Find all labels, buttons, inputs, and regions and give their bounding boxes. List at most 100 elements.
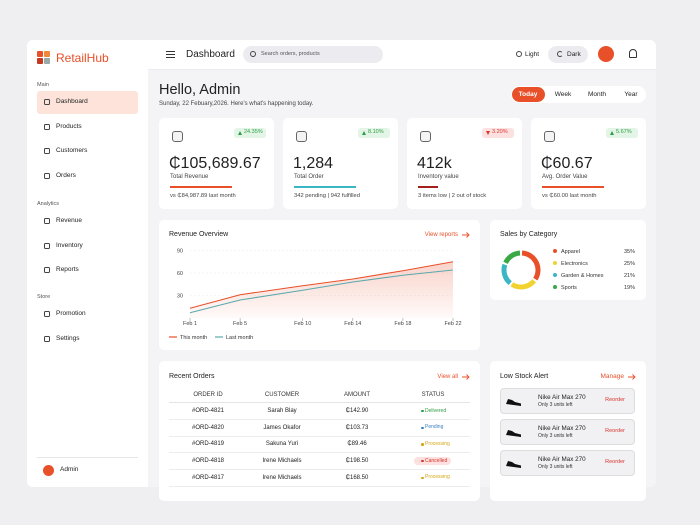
stock-item	[500, 450, 635, 476]
kpi-bar	[542, 186, 604, 188]
kpi-change-badge	[482, 128, 514, 138]
order-status: Processing	[425, 440, 450, 447]
nav-icon	[44, 123, 50, 130]
kpi-label: Total Order	[294, 173, 324, 180]
row-divider	[169, 485, 470, 487]
table-divider	[169, 402, 470, 403]
period-group	[511, 86, 646, 103]
chart-link[interactable]: View reports	[424, 231, 458, 238]
kpi-trend-arrow	[486, 130, 490, 135]
order-customer: Sakuna Yuri	[265, 441, 299, 448]
reorder-button[interactable]: Reorder	[605, 459, 625, 466]
nav-icon	[44, 242, 50, 249]
reorder-button[interactable]: Reorder	[605, 428, 625, 435]
nav-item[interactable]: Inventory	[56, 241, 83, 249]
logo-square	[44, 58, 50, 64]
nav-icon	[44, 99, 50, 105]
search-icon	[250, 51, 256, 57]
card-title: Recent Orders	[169, 373, 215, 381]
nav-item[interactable]: Promotion	[56, 310, 86, 318]
kpi-label: Inventory value	[418, 173, 459, 180]
period-option[interactable]: Week	[554, 90, 572, 98]
light-icon	[516, 51, 522, 57]
order-status: Pending	[425, 424, 444, 431]
search-placeholder: Search orders, products	[261, 50, 320, 57]
nav-section-title: Analytics	[37, 201, 60, 208]
period-option[interactable]: Year	[624, 90, 638, 98]
nav-item[interactable]: Settings	[56, 334, 80, 342]
order-status: Delivered	[425, 407, 447, 414]
period-option[interactable]: Today	[518, 90, 538, 98]
order-id: #ORD-4820	[191, 424, 225, 431]
logo-square	[37, 51, 43, 57]
row-divider	[169, 435, 470, 437]
kpi-note: 342 pending | 942 fulfilled	[294, 192, 360, 199]
nav-item[interactable]: Dashboard	[56, 98, 88, 106]
row-divider	[169, 469, 470, 471]
card-link[interactable]: View all	[437, 373, 458, 380]
kpi-change: 24.35%	[244, 129, 263, 136]
theme-dark[interactable]: Dark	[567, 50, 581, 58]
nav-icon	[44, 218, 50, 224]
kpi-bar	[294, 186, 356, 188]
brand-name: RetailHub	[56, 50, 109, 65]
order-id: #ORD-4819	[191, 441, 225, 448]
dark-icon	[557, 51, 563, 57]
kpi-note: 3 items low | 2 out of stock	[418, 192, 487, 199]
page-title: Dashboard	[186, 49, 235, 60]
order-status: Cancelled	[425, 457, 448, 464]
nav-item[interactable]: Reports	[56, 266, 79, 274]
nav-item[interactable]: Customers	[56, 147, 88, 155]
chart-title: Revenue Overview	[169, 231, 229, 239]
kpi-value: ₵105,689.67	[169, 154, 261, 172]
user-avatar	[43, 465, 54, 476]
kpi-trend-arrow	[610, 130, 614, 135]
order-id: #ORD-4818	[191, 457, 225, 464]
theme-light[interactable]: Light	[525, 50, 540, 58]
status-dot	[421, 409, 424, 413]
nav-active-bg	[37, 91, 138, 114]
card-title: Low Stock Alert	[500, 373, 549, 381]
stock-note: Only 3 units left	[538, 401, 573, 408]
table-header: CUSTOMER	[264, 391, 300, 398]
table-header: ORDER ID	[193, 391, 223, 398]
logo-square	[44, 51, 50, 57]
order-amount: ₵142.90	[345, 407, 369, 414]
nav-item[interactable]: Orders	[56, 171, 76, 179]
kpi-icon	[296, 131, 307, 142]
kpi-change-badge	[234, 128, 266, 138]
status-dot	[421, 476, 424, 480]
orders-card	[159, 361, 480, 501]
stock-name: Nike Air Max 270	[538, 393, 586, 401]
status-dot	[421, 443, 424, 446]
reorder-button[interactable]: Reorder	[605, 397, 625, 404]
nav-item[interactable]: Revenue	[56, 217, 83, 225]
nav-icon	[44, 148, 50, 154]
order-customer: Irene Michaels	[262, 474, 302, 481]
order-id: #ORD-4817	[191, 474, 225, 481]
kpi-value: ₵60.67	[541, 154, 593, 172]
stock-name: Nike Air Max 270	[538, 455, 586, 463]
stock-note: Only 3 units left	[538, 432, 573, 439]
kpi-value: 1,284	[293, 154, 334, 172]
order-amount: ₵89.46	[347, 441, 367, 448]
order-status: Processing	[425, 474, 450, 481]
bell-icon[interactable]	[629, 49, 637, 58]
kpi-change-badge	[606, 128, 638, 138]
kpi-icon	[420, 131, 431, 142]
period-option[interactable]: Month	[587, 90, 607, 98]
nav-section-title: Main	[37, 82, 49, 89]
card-link[interactable]: Manage	[600, 373, 625, 381]
menu-icon-bar	[166, 54, 175, 56]
user-name: Admin	[60, 466, 79, 474]
nav-icon	[44, 172, 50, 179]
kpi-label: Avg. Order Value	[542, 173, 588, 180]
search-box[interactable]	[243, 46, 383, 63]
chart-title: Sales by Category	[500, 231, 558, 239]
nav-item[interactable]: Products	[56, 122, 82, 130]
kpi-change-badge	[358, 128, 390, 138]
logo-square	[37, 58, 43, 64]
order-amount: ₵198.50	[345, 457, 369, 464]
profile-avatar[interactable]	[598, 46, 614, 62]
sidebar-divider	[37, 457, 138, 458]
